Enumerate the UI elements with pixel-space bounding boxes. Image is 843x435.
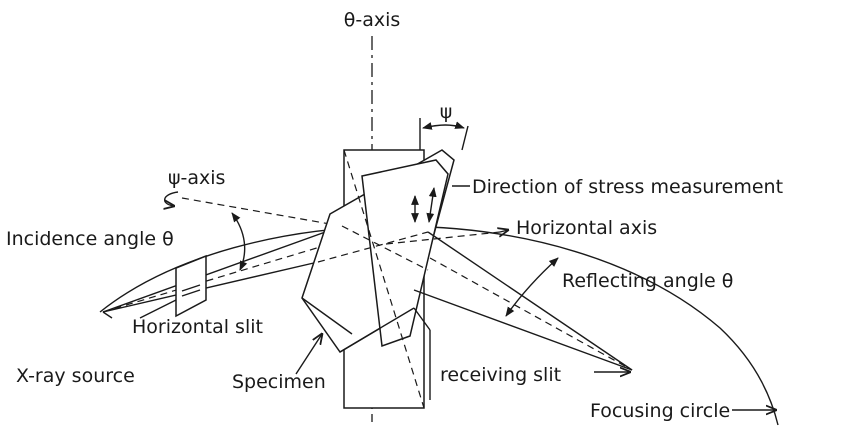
reflected-beam-lower [413,289,633,371]
receiving-slit-label: receiving slit [440,364,561,386]
focusing-circle-arc [99,225,779,426]
theta-axis-label: θ-axis [344,9,401,31]
reflected-beam-upper [427,231,633,371]
direction-stress-label: Direction of stress measurement [472,176,783,198]
psi-axis-line [181,197,331,225]
psi-label: ψ [440,101,453,123]
incident-beam-upper [102,225,343,313]
incidence-angle-label: Incidence angle θ [6,228,174,250]
psi-axis-label: ψ-axis [168,167,225,189]
incident-beam-lower [102,261,319,313]
horizontal-slit-pointer [139,299,177,319]
horizontal-axis-label: Horizontal axis [516,217,657,239]
incident-beam-center [102,243,331,313]
reflecting-angle-label: Reflecting angle θ [562,270,733,292]
stress-arrow-2 [426,187,437,223]
specimen-pointer [295,334,322,375]
specimen-label: Specimen [232,371,326,393]
reflected-beam-center [429,257,633,371]
reflecting-angle-arc [505,257,559,317]
horizontal-slit-label: Horizontal slit [132,316,263,338]
xray-source-pointer [102,311,113,319]
psi-angle-arc [422,121,465,130]
focusing-circle-label: Focusing circle [590,400,730,422]
incidence-angle-arc [231,212,248,271]
xray-source-label: X-ray source [16,365,135,387]
psi-rotation-arrow [165,191,179,206]
horizontal-slit-plate [175,254,207,318]
